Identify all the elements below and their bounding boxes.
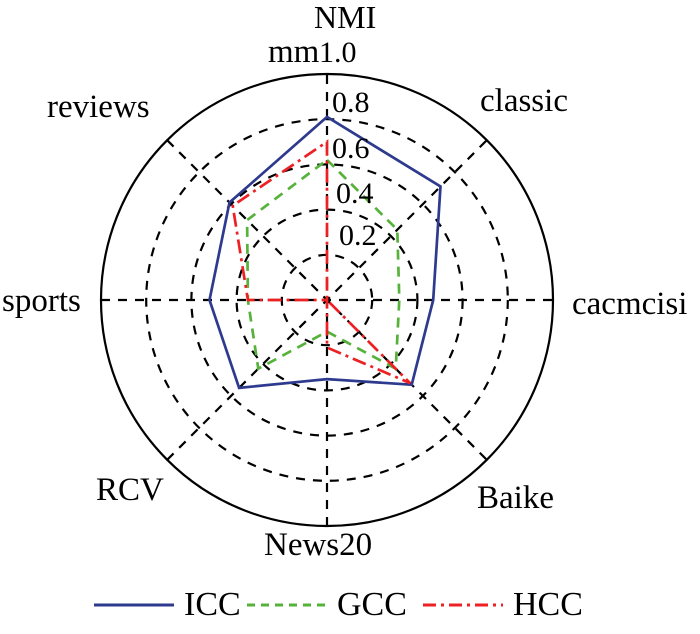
category-label-mm: mm xyxy=(268,34,320,70)
tick-label-0-4: 0.4 xyxy=(336,177,374,210)
tick-label-0-6: 0.6 xyxy=(332,132,370,165)
legend-line-gcc xyxy=(247,603,327,607)
legend-line-icc xyxy=(94,603,174,607)
tick-label-0-8: 0.8 xyxy=(332,86,370,119)
legend-label-icc: ICC xyxy=(184,586,241,623)
legend-label-gcc: GCC xyxy=(337,586,407,623)
legend-item-icc: ICC xyxy=(93,588,241,622)
tick-label-1-0: 1.0 xyxy=(319,36,357,69)
category-label-baike: Baike xyxy=(477,480,554,516)
category-label-news20: News20 xyxy=(264,527,373,563)
category-label-cacmcisi: cacmcisi xyxy=(572,286,688,322)
category-label-reviews: reviews xyxy=(47,89,150,125)
legend-label-hcc: HCC xyxy=(513,586,583,623)
category-label-classic: classic xyxy=(480,83,568,119)
legend-item-gcc: GCC xyxy=(246,588,407,622)
category-label-sports: sports xyxy=(2,283,81,319)
legend-item-hcc: HCC xyxy=(422,588,583,622)
legend-line-hcc xyxy=(423,603,503,607)
category-label-rcv: RCV xyxy=(96,472,164,508)
tick-label-0-2: 0.2 xyxy=(339,219,377,252)
chart-title: NMI xyxy=(314,0,377,35)
